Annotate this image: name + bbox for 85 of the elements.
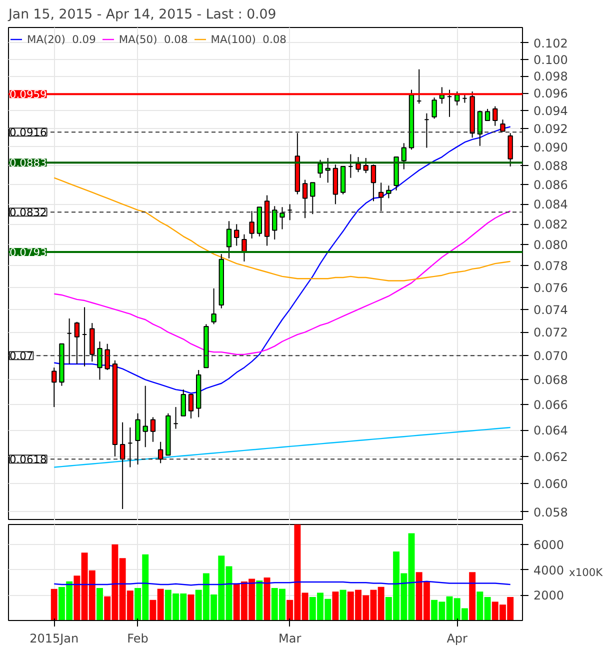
candlestick: [484, 108, 490, 121]
bar: [332, 592, 339, 620]
candlestick: [158, 441, 164, 464]
y-tick-label: 0.080: [534, 238, 568, 252]
bar: [340, 590, 346, 620]
candlestick: [280, 206, 285, 230]
candlestick: [310, 182, 316, 215]
candlestick: [242, 234, 247, 262]
ref-line-label: 0.07: [10, 350, 34, 363]
candlestick: [500, 119, 506, 132]
candlestick: [52, 367, 57, 408]
candlestick: [74, 321, 80, 364]
bar: [50, 588, 58, 620]
line-series: [54, 177, 511, 282]
candlestick: [135, 412, 140, 466]
bar: [264, 578, 270, 620]
x-tick-label: Mar: [278, 632, 302, 646]
candlestick: [302, 179, 308, 219]
x-tick-label: 2015Jan: [30, 632, 79, 646]
y-tick-label: 0.082: [534, 218, 568, 232]
candlestick: [226, 220, 232, 259]
candlestick: [492, 106, 498, 126]
y-tick-label: 0.096: [534, 86, 568, 101]
legend-label: MA(50) 0.08: [118, 32, 188, 46]
candlestick: [454, 90, 460, 106]
ref-line-label: 0.0832: [10, 206, 47, 220]
y-tick-label: 0.102: [534, 36, 568, 50]
y-tick-label: 0.058: [534, 505, 568, 520]
y-tick-label: 0.098: [534, 70, 568, 84]
legend-label: MA(100) 0.08: [210, 32, 286, 46]
candlestick: [401, 142, 406, 170]
line-series: [54, 210, 511, 356]
candlestick: [211, 288, 216, 325]
y-tick-label: 0.088: [534, 158, 568, 173]
y-tick-label: 0.084: [534, 198, 568, 212]
y-tick-label: 4000: [534, 563, 564, 578]
y-tick-label: 0.066: [534, 398, 568, 412]
y-tick-label: 0.060: [534, 477, 568, 492]
y-tick-label: 0.068: [534, 373, 568, 388]
line-series: [54, 426, 511, 468]
candlestick: [120, 422, 126, 510]
x-tick-label: Apr: [446, 632, 468, 646]
chart-title: Jan 15, 2015 - Apr 14, 2015 - Last : 0.09: [8, 8, 276, 22]
bar: [96, 588, 103, 620]
y-tick-label: 0.078: [534, 259, 568, 274]
candlestick: [97, 341, 102, 380]
y-tick-label: 2000: [534, 588, 564, 603]
candlestick: [188, 394, 194, 419]
y-tick-label: 6000: [534, 538, 564, 552]
candlestick: [508, 132, 513, 167]
x-tick-label: Feb: [127, 632, 148, 646]
bar: [188, 594, 194, 620]
ref-line-label: 0.0793: [10, 246, 47, 259]
candlestick: [386, 185, 392, 199]
candlestick: [249, 210, 254, 239]
bar: [469, 572, 476, 620]
candlestick: [477, 110, 483, 146]
candlestick: [378, 182, 384, 212]
candlestick: [150, 416, 156, 442]
y-tick-label: 0.076: [534, 280, 568, 295]
candlestick: [318, 159, 323, 178]
y-tick-label: 0.100: [534, 52, 568, 67]
candlestick: [142, 385, 148, 448]
candlestick: [370, 164, 376, 202]
candlestick: [363, 157, 368, 174]
y-tick-label: 0.074: [534, 302, 568, 317]
ref-line-label: 0.0883: [10, 156, 47, 170]
y-tick-label: 0.086: [534, 178, 568, 192]
ref-line-label: 0.0959: [10, 88, 48, 102]
y-tick-label: 0.090: [534, 140, 568, 154]
candlestick: [272, 206, 278, 240]
y-tick-label: 0.062: [534, 450, 568, 464]
y-tick-label: 0.064: [534, 424, 568, 438]
candlestick: [356, 156, 361, 173]
y-tick-label: 0.072: [534, 326, 568, 340]
y-tick-label: 0.094: [534, 104, 568, 118]
y-tick-label: 0.070: [534, 349, 568, 364]
bar: [256, 580, 263, 620]
y-axis-title: x100K: [569, 566, 604, 579]
candlestick: [432, 97, 437, 120]
candlestick: [104, 343, 110, 370]
y-tick-label: 0.092: [534, 122, 568, 136]
candlestick: [234, 224, 240, 246]
legend-label: MA(20) 0.09: [27, 32, 96, 46]
candlestick: [180, 389, 186, 416]
